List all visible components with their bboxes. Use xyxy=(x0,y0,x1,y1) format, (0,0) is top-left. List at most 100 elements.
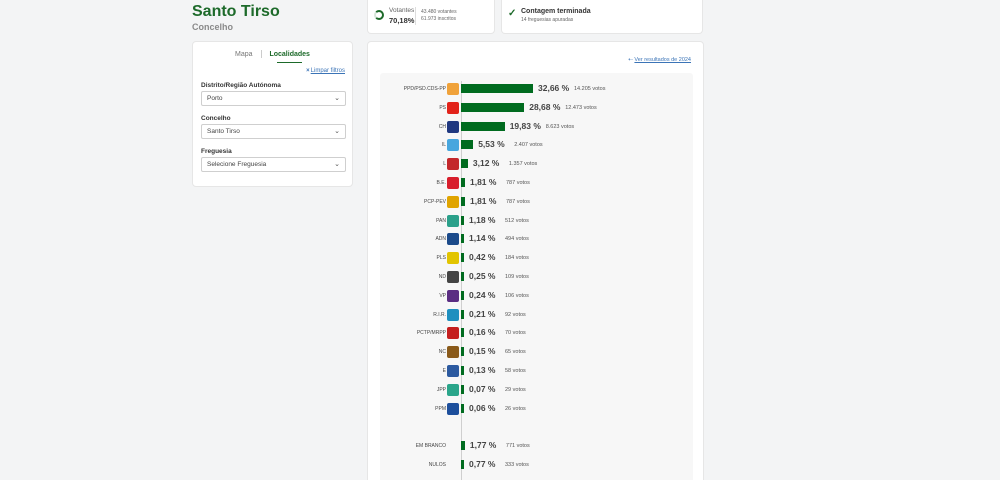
party-percentage: 0,24 % xyxy=(469,289,496,300)
clear-filters-link[interactable]: ×Limpar filtros xyxy=(306,68,345,74)
party-name: R.I.R. xyxy=(433,311,446,318)
result-bar xyxy=(461,196,465,206)
party-percentage: 0,21 % xyxy=(469,308,496,319)
tab-map[interactable]: Mapa xyxy=(235,50,253,58)
result-bar xyxy=(461,366,464,375)
result-row: PPD/PSD.CDS-PP 32,66 % 14.205 votos xyxy=(380,82,693,98)
previous-results-link[interactable]: ⇠ Ver resultados de 2024 xyxy=(628,57,691,63)
result-bar xyxy=(461,403,464,413)
party-votes: 106 votos xyxy=(505,292,529,299)
livre-flower-icon xyxy=(447,158,459,171)
voters-label: Votantes xyxy=(389,7,415,14)
result-bar xyxy=(461,272,464,281)
party-name: PCP-PEV xyxy=(424,198,446,205)
party-name: E xyxy=(442,368,446,374)
count-status-subtitle: 14 freguesias apuradas xyxy=(521,17,574,23)
page-title: Santo Tirso xyxy=(192,3,280,20)
result-row: ADN 1,14 % 494 votos xyxy=(380,232,693,248)
parish-select[interactable]: Selecione Freguesia ⌄ xyxy=(201,157,346,172)
ppm-icon xyxy=(447,402,459,415)
party-name: JPP xyxy=(436,386,446,393)
party-percentage: 0,07 % xyxy=(469,383,496,394)
result-bar xyxy=(461,102,525,112)
tab-localities[interactable]: Localidades xyxy=(263,51,315,63)
party-percentage: 1,77 % xyxy=(469,440,497,450)
party-votes: 92 votos xyxy=(505,311,526,318)
party-votes: 65 votos xyxy=(505,349,526,356)
result-row: PLS 0,42 % 184 votos xyxy=(380,251,693,267)
result-row: PS 28,68 % 12.473 votos xyxy=(380,101,693,117)
result-bar xyxy=(461,328,464,338)
result-bar xyxy=(461,84,533,93)
result-row: R.I.R. 0,21 % 92 votos xyxy=(380,308,693,324)
result-bar xyxy=(461,441,465,450)
pan-icon xyxy=(447,214,459,227)
nd-icon xyxy=(447,271,459,283)
result-bar xyxy=(461,253,464,263)
party-name: NULOS xyxy=(428,462,446,468)
party-votes: 512 votos xyxy=(505,217,529,224)
party-percentage: 3,12 % xyxy=(472,158,500,169)
result-bar xyxy=(461,309,464,319)
party-percentage: 1,81 % xyxy=(469,195,497,206)
party-name: PAN xyxy=(436,217,446,224)
result-bar xyxy=(461,215,464,225)
ps-fist-icon xyxy=(447,101,459,114)
party-votes: 771 votos xyxy=(505,443,530,449)
voters-card: Votantes 70,18% 43.480 votantes 61.973 i… xyxy=(367,0,495,34)
registered-count: 61.973 inscritos xyxy=(421,16,457,22)
adn-icon xyxy=(447,233,459,246)
party-votes: 26 votos xyxy=(505,405,526,412)
be-star-icon xyxy=(447,177,459,189)
count-status-card: ✓ Contagem terminada 14 freguesias apura… xyxy=(501,0,703,34)
party-name: PLS xyxy=(436,255,446,262)
party-percentage: 0,42 % xyxy=(469,252,496,263)
result-bar xyxy=(461,159,468,169)
party-percentage: 0,77 % xyxy=(469,459,496,469)
party-name: EM BRANCO xyxy=(415,443,446,449)
party-percentage: 19,83 % xyxy=(509,120,541,131)
previous-results-label: Ver resultados de 2024 xyxy=(634,57,691,63)
result-bar xyxy=(461,178,465,187)
party-votes: 14.205 votos xyxy=(574,86,606,92)
party-votes: 787 votos xyxy=(505,198,530,205)
chevron-down-icon: ⌄ xyxy=(334,95,340,102)
result-row: VP 0,24 % 106 votos xyxy=(380,289,693,305)
municipality-value: Santo Tirso xyxy=(207,128,240,135)
party-votes: 12.473 votos xyxy=(565,104,597,111)
page-subtitle: Concelho xyxy=(192,22,234,32)
divider xyxy=(415,7,416,25)
cdu-icon xyxy=(447,195,459,208)
district-value: Porto xyxy=(207,95,223,102)
count-status-title: Contagem terminada xyxy=(521,8,591,15)
district-select[interactable]: Porto ⌄ xyxy=(201,91,346,106)
party-votes: 1.357 votos xyxy=(508,161,538,168)
progress-ring-icon xyxy=(374,10,384,20)
party-votes: 109 votos xyxy=(505,274,529,280)
voters-percentage: 70,18% xyxy=(389,16,415,25)
jpp-icon xyxy=(447,383,459,396)
party-votes: 58 votos xyxy=(505,368,526,374)
result-row: B.E. 1,81 % 787 votos xyxy=(380,176,693,192)
result-bar xyxy=(461,140,474,150)
result-bar xyxy=(461,347,464,357)
results-chart: PPD/PSD.CDS-PP 32,66 % 14.205 votos PS 28,68… xyxy=(380,73,693,480)
filter-panel: Mapa Localidades ×Limpar filtros Distrit… xyxy=(192,41,353,187)
clear-filters-label: Limpar filtros xyxy=(310,68,345,74)
party-votes: 184 votos xyxy=(505,255,529,262)
municipality-select[interactable]: Santo Tirso ⌄ xyxy=(201,124,346,139)
party-percentage: 1,14 % xyxy=(469,233,496,244)
result-row: PPM 0,06 % 26 votos xyxy=(380,402,693,418)
party-name: PCTP/MRPP xyxy=(416,330,446,337)
chega-icon xyxy=(447,120,459,133)
result-row: PCP-PEV 1,81 % 787 votos xyxy=(380,195,693,211)
result-bar xyxy=(461,121,505,131)
result-row: E 0,13 % 58 votos xyxy=(380,364,693,380)
party-percentage: 0,16 % xyxy=(469,327,496,338)
party-name: VP xyxy=(439,292,446,299)
result-row: PCTP/MRPP 0,16 % 70 votos xyxy=(380,326,693,342)
result-row: IL 5,53 % 2.407 votos xyxy=(380,138,693,154)
municipality-label: Concelho xyxy=(201,115,231,122)
party-votes: 333 votos xyxy=(505,462,529,468)
checkmark-icon: ✓ xyxy=(508,8,517,19)
